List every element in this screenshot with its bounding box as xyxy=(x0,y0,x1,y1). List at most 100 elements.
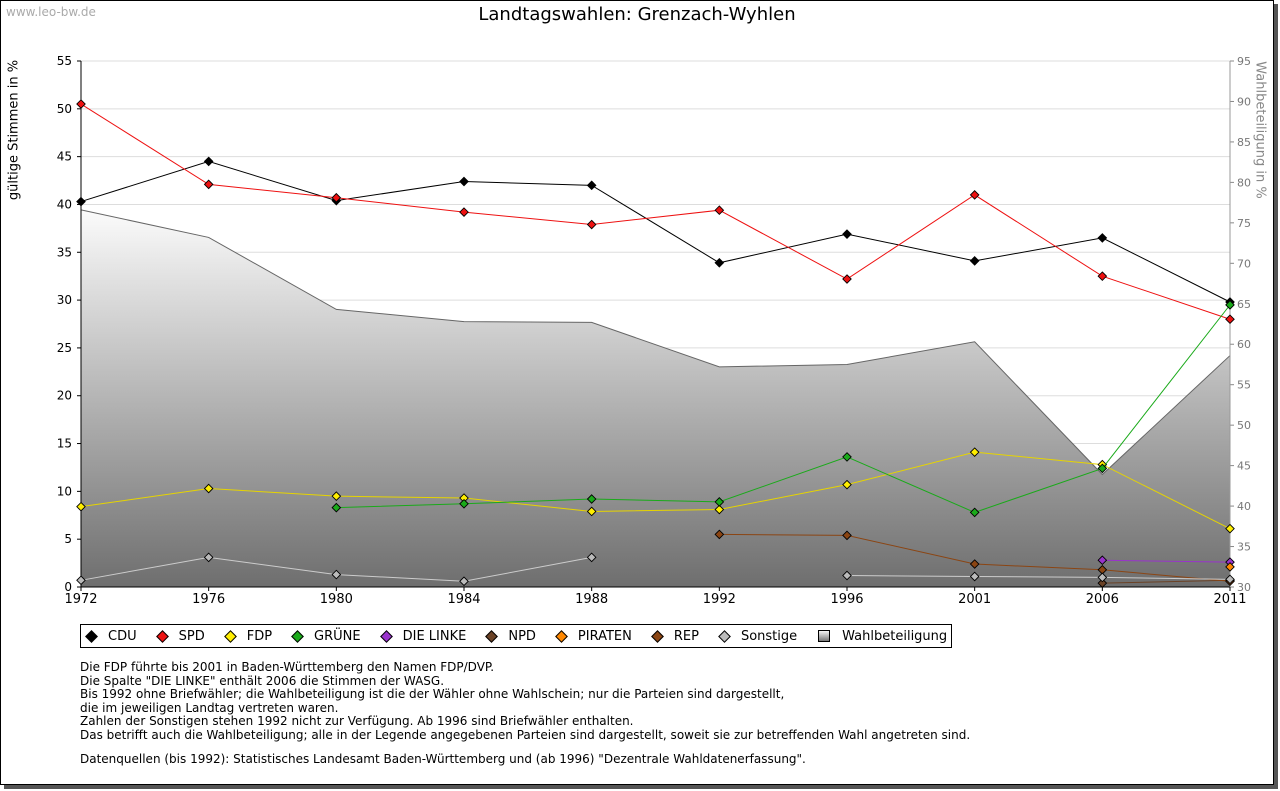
note-line: Das betrifft auch die Wahlbeteiligung; a… xyxy=(80,727,971,742)
y-tick-label: 15 xyxy=(57,437,72,451)
y2-tick-label: 50 xyxy=(1237,419,1251,432)
data-point-spd xyxy=(586,219,597,230)
legend-label: FDP xyxy=(246,628,273,644)
chart-title: Landtagswahlen: Grenzach-Wyhlen xyxy=(478,4,796,25)
data-point-cdu xyxy=(1097,233,1108,243)
data-point-fdp xyxy=(714,504,725,515)
y-tick-label: 10 xyxy=(57,484,72,498)
x-tick-label: 1988 xyxy=(575,592,608,607)
data-point-grüne xyxy=(842,452,852,462)
note-line: die im jeweiligen Landtag vertreten ware… xyxy=(80,700,339,715)
data-point-fdp xyxy=(586,506,597,517)
y2-tick-label: 90 xyxy=(1237,95,1251,108)
y2-tick-label: 55 xyxy=(1237,379,1251,392)
y2-tick-label: 65 xyxy=(1237,298,1251,311)
x-tick-label: 1980 xyxy=(320,592,353,607)
series-line-fdp xyxy=(80,451,1231,530)
legend-item: SPD xyxy=(155,628,205,644)
data-point-grüne xyxy=(459,498,469,509)
series-layer xyxy=(76,99,1235,589)
turnout-line xyxy=(80,209,1231,476)
data-point-rep xyxy=(714,529,725,540)
y-tick-label: 20 xyxy=(57,389,72,403)
y2-tick-label: 35 xyxy=(1237,541,1251,554)
legend-marker xyxy=(379,629,393,643)
y2-tick-label: 60 xyxy=(1237,338,1251,351)
data-point-cdu xyxy=(586,180,597,191)
y-tick-label: 35 xyxy=(57,245,72,259)
data-point-sonstige xyxy=(1097,572,1108,583)
legend-label: Wahlbeteiligung xyxy=(842,628,948,644)
series-line-cdu xyxy=(80,160,1231,303)
legend-item: FDP xyxy=(223,628,273,644)
series-line-spd xyxy=(80,103,1231,320)
data-point-fdp xyxy=(1225,523,1235,534)
y2-tick-label: 40 xyxy=(1237,500,1251,513)
data-point-spd xyxy=(1097,271,1108,282)
x-tick-label: 1992 xyxy=(703,592,736,607)
legend-marker xyxy=(718,629,731,643)
legend-item: PIRATEN xyxy=(555,628,632,644)
legend-label: PIRATEN xyxy=(577,628,632,644)
legend-item: DIE LINKE xyxy=(379,628,467,644)
legend-label: SPD xyxy=(178,628,205,644)
series-line-sonstige xyxy=(846,575,1231,580)
data-point-spd xyxy=(714,205,725,216)
y-tick-label: 0 xyxy=(64,580,72,594)
data-point-sonstige xyxy=(586,552,597,563)
data-point-cdu xyxy=(842,229,852,239)
series-spd xyxy=(76,99,1235,325)
data-point-spd xyxy=(969,190,980,200)
y-tick-label: 55 xyxy=(57,54,72,68)
x-tick-label: 2011 xyxy=(1213,592,1246,607)
data-point-spd xyxy=(842,274,852,284)
notes: Die FDP führte bis 2001 in Baden-Württem… xyxy=(80,660,971,742)
data-sources: Datenquellen (bis 1992): Statistisches L… xyxy=(80,752,806,766)
data-point-spd xyxy=(331,192,342,203)
data-point-spd xyxy=(1225,314,1235,325)
data-point-sonstige xyxy=(203,552,214,563)
data-point-fdp xyxy=(76,501,86,512)
data-point-fdp xyxy=(331,491,342,501)
data-point-fdp xyxy=(969,447,980,457)
data-point-spd xyxy=(459,207,469,217)
legend-item: GRÜNE xyxy=(291,629,361,644)
x-tick-label: 1996 xyxy=(830,592,863,607)
data-point-spd xyxy=(203,179,214,190)
x-tick-label: 2006 xyxy=(1086,592,1119,607)
data-point-fdp xyxy=(203,483,214,494)
data-point-grüne xyxy=(331,502,342,513)
data-point-sonstige xyxy=(969,571,980,582)
data-point-rep xyxy=(842,530,852,541)
legend-marker xyxy=(818,630,831,642)
legend-item: NPD xyxy=(485,628,536,644)
chart-svg: 0 5 10 15 20 25 30 35 40 45 50 55 30 35 40 45 50 55 60 65 70… xyxy=(57,54,1251,607)
data-point-sonstige xyxy=(842,570,852,581)
series-sonstige xyxy=(76,552,1235,587)
note-line: Die Spalte "DIE LINKE" enthält 2006 die … xyxy=(80,673,445,688)
y-tick-label: 5 xyxy=(64,532,72,546)
note-line: Die FDP führte bis 2001 in Baden-Württem… xyxy=(80,660,495,674)
legend-marker xyxy=(155,629,169,643)
data-point-cdu xyxy=(459,176,469,187)
data-point-sonstige xyxy=(1225,574,1235,585)
data-point-spd xyxy=(76,99,86,109)
legend-label: CDU xyxy=(108,628,137,644)
data-point-grüne xyxy=(1225,300,1235,310)
data-point-grüne xyxy=(586,494,597,504)
y2-tick-label: 95 xyxy=(1237,55,1251,68)
y-tick-label: 45 xyxy=(57,150,72,164)
data-point-piraten xyxy=(1225,562,1235,572)
legend-marker xyxy=(85,629,98,643)
turnout-area xyxy=(81,209,1230,587)
legend-label: NPD xyxy=(508,628,536,644)
y2-tick-label: 45 xyxy=(1237,460,1251,473)
data-point-grüne xyxy=(1097,463,1108,474)
legend-label: DIE LINKE xyxy=(402,628,467,644)
x-tick-label: 1984 xyxy=(447,592,480,607)
legend-item: Wahlbeteiligung xyxy=(818,629,947,644)
y-tick-label: 30 xyxy=(57,293,72,307)
series-line-die-linke xyxy=(1102,559,1231,563)
data-point-cdu xyxy=(969,256,980,266)
legend-marker xyxy=(485,629,499,643)
